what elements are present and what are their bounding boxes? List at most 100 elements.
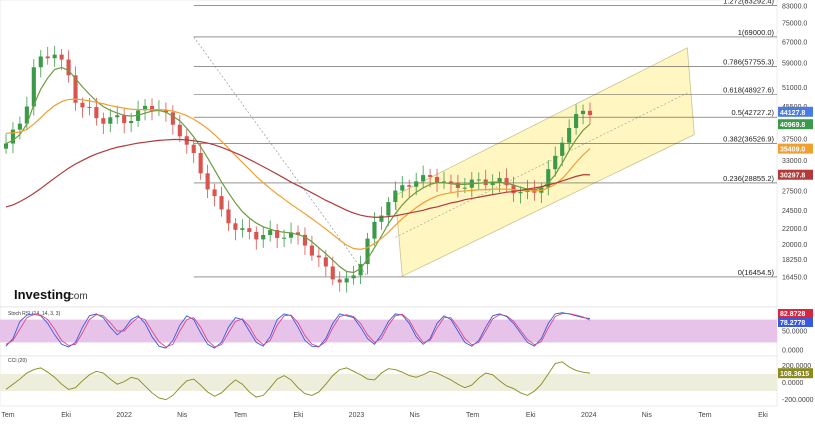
time-axis-tick: 2024 [581, 412, 597, 419]
candle-body [288, 232, 294, 238]
price-axis-tick: 24500.0 [782, 208, 807, 215]
candle-body [233, 223, 238, 230]
candle-body [94, 107, 99, 119]
time-axis-tick: Nis [409, 412, 420, 419]
candle-body [448, 181, 454, 183]
cci-title: CCI (20) [8, 358, 27, 364]
candle-body [351, 275, 356, 279]
candle-body [268, 230, 273, 236]
stoch-badge: 78.2778 [778, 318, 813, 327]
brand-suffix: .com [66, 291, 88, 302]
stoch-axis-tick: 0.0000 [782, 348, 804, 355]
cci-line [5, 361, 591, 401]
candle-body [344, 278, 349, 283]
investing-logo: Investing .com [14, 287, 88, 302]
candle-body [358, 264, 363, 276]
candle-body [108, 117, 113, 124]
price-axis-tick: 51000.0 [782, 85, 807, 92]
price-badge-current: 44127.8 [778, 106, 813, 117]
channel-area [394, 47, 695, 277]
candle-body [316, 255, 321, 258]
stoch-badge-bg [778, 309, 813, 318]
ema_short-line [5, 66, 591, 274]
candle-body [372, 221, 377, 239]
candle-body [66, 59, 71, 76]
candle-body [122, 115, 127, 124]
price-badge-label: 30297.8 [780, 173, 805, 180]
fib-level-label: 0(16454.5) [738, 268, 775, 277]
candle-body [421, 175, 426, 182]
cci-axis-tick: 0.0000 [782, 380, 804, 387]
ema_mid-line [5, 98, 591, 250]
candle-body [560, 142, 565, 156]
brand-name: Investing [14, 287, 71, 302]
cci-axis-tick: -200.0000 [782, 397, 814, 404]
fib-level-label: 1.272(83292.4) [723, 0, 774, 5]
price-badge-bg [778, 169, 813, 180]
candle-body [24, 106, 29, 124]
candle-body [205, 173, 210, 190]
price-axis-tick: 27500.0 [782, 188, 807, 195]
parallel-channel [394, 47, 695, 277]
price-axis-tick: 59000.0 [782, 61, 807, 68]
cci-badge: 108.3615 [778, 368, 813, 379]
price-badge-label: 44127.8 [780, 110, 805, 117]
time-axis-tick: Tem [1, 412, 14, 419]
candle-body [434, 176, 440, 183]
candle-body [101, 118, 106, 124]
candle-body [170, 112, 175, 125]
ema_long-line [5, 138, 590, 218]
price-badge-label: 40969.8 [780, 122, 805, 129]
candle-body [191, 144, 196, 154]
candle-body [219, 196, 224, 210]
candle-body [330, 266, 335, 280]
stoch-badge-label: 82.8728 [780, 311, 805, 318]
time-axis-tick: Nis [642, 412, 653, 419]
time-axis-tick: 2022 [116, 412, 132, 419]
price-badge-bg [778, 119, 813, 130]
fib-level-label: 1(69000.0) [738, 28, 775, 37]
candle-body [59, 54, 64, 60]
time-axis-tick: Eki [294, 412, 304, 419]
candle-body [282, 237, 287, 239]
price-badge-bg [778, 106, 813, 117]
candle-body [80, 102, 85, 108]
candle-body [226, 209, 231, 224]
candle-body [3, 143, 9, 149]
fib-level-label: 0.382(36526.9) [723, 134, 774, 143]
price-axis-tick: 83000.0 [782, 4, 807, 11]
candle-body [587, 110, 593, 116]
candle-body [490, 182, 495, 186]
time-axis-tick: Tem [234, 412, 247, 419]
stoch-badge: 82.8728 [778, 309, 813, 318]
candle-body [574, 114, 579, 128]
candle-body [10, 129, 16, 144]
candle-body [115, 115, 120, 118]
candle-body [414, 181, 419, 187]
time-axis-tick: Tem [466, 412, 479, 419]
candle-body [323, 257, 328, 267]
candle-body [546, 169, 551, 188]
price-badge-ema_long: 30297.8 [778, 169, 813, 180]
candle-body [198, 153, 203, 174]
price-axis-tick: 67000.0 [782, 39, 807, 46]
candle-body [504, 178, 509, 186]
cci-badge-bg [778, 368, 813, 379]
candle-body [254, 231, 259, 240]
stoch-axis-tick: 50.0000 [782, 329, 807, 336]
candle-body [38, 56, 43, 68]
price-axis-tick: 75000.0 [782, 20, 807, 27]
price-badge-ema_short: 40969.8 [778, 119, 813, 130]
candle-body [247, 228, 252, 232]
candle-body [275, 230, 280, 238]
candle-body [45, 56, 50, 59]
candle-body [365, 238, 370, 265]
price-axis-tick: 20000.0 [782, 242, 807, 249]
fib-level-label: 0.786(57755.3) [723, 58, 774, 67]
candle-body [407, 185, 412, 187]
time-axis-tick: Eki [758, 412, 768, 419]
time-axis-tick: 2023 [349, 412, 365, 419]
price-badge-bg [778, 143, 813, 154]
price-axis-tick: 33000.0 [782, 158, 807, 165]
